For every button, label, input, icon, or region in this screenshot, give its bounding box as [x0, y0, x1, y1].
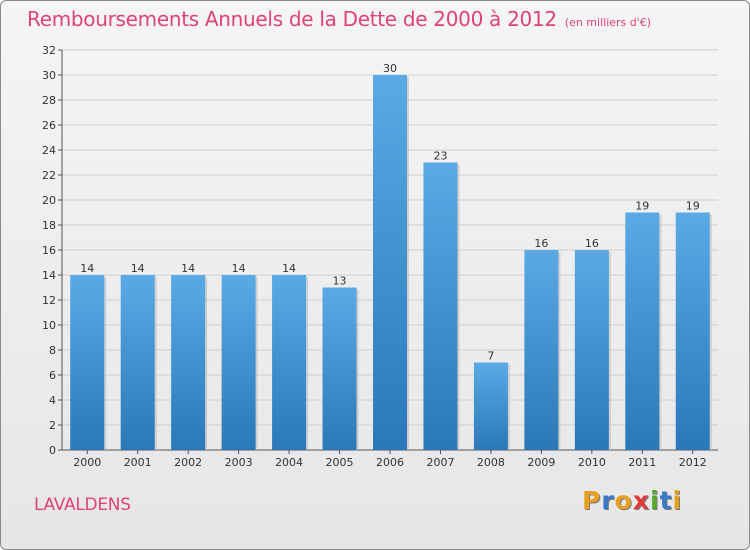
labels: 0246810121416182022242628303214200014200…: [42, 44, 707, 469]
logo-letter: t: [659, 486, 673, 515]
logo-letter: x: [632, 486, 650, 515]
y-tick-label: 26: [42, 119, 56, 132]
data-label-2009: 16: [534, 237, 548, 250]
x-tick-label-2001: 2001: [124, 456, 152, 469]
data-label-2003: 14: [232, 262, 246, 275]
y-tick-label: 10: [42, 319, 56, 332]
data-label-2004: 14: [282, 262, 296, 275]
bar-2011: [625, 212, 660, 450]
chart-title: Remboursements Annuels de la Dette de 20…: [27, 7, 651, 31]
bar-2008: [473, 362, 508, 450]
bar-2002: [171, 275, 206, 450]
bar-2005: [322, 287, 357, 450]
y-tick-label: 12: [42, 294, 56, 307]
x-tick-label-2003: 2003: [225, 456, 253, 469]
bar-2009: [524, 250, 559, 450]
chart-title-text: Remboursements Annuels de la Dette de 20…: [27, 7, 557, 31]
x-tick-label-2008: 2008: [477, 456, 505, 469]
y-tick-label: 8: [49, 344, 56, 357]
x-tick-label-2010: 2010: [578, 456, 606, 469]
data-label-2011: 19: [635, 200, 649, 213]
y-tick-label: 22: [42, 169, 56, 182]
x-tick-label-2000: 2000: [73, 456, 101, 469]
bar-2000: [70, 275, 105, 450]
proxiti-logo[interactable]: Proxiti: [582, 486, 682, 515]
x-tick-label-2009: 2009: [527, 456, 555, 469]
data-label-2000: 14: [80, 262, 94, 275]
x-tick-label-2007: 2007: [426, 456, 454, 469]
data-label-2005: 13: [333, 275, 347, 288]
y-tick-label: 32: [42, 44, 56, 57]
x-tick-label-2011: 2011: [628, 456, 656, 469]
data-label-2002: 14: [181, 262, 195, 275]
x-tick-label-2004: 2004: [275, 456, 303, 469]
data-label-2010: 16: [585, 237, 599, 250]
commune-name: LAVALDENS: [34, 495, 131, 515]
y-tick-label: 20: [42, 194, 56, 207]
logo-letter: r: [601, 486, 615, 515]
bar-2001: [120, 275, 155, 450]
data-label-2001: 14: [131, 262, 145, 275]
data-label-2012: 19: [686, 200, 700, 213]
y-tick-label: 6: [49, 369, 56, 382]
x-tick-label-2012: 2012: [679, 456, 707, 469]
y-tick-label: 16: [42, 244, 56, 257]
logo-letter: P: [582, 486, 602, 515]
bars: [70, 75, 712, 450]
bar-2004: [272, 275, 307, 450]
y-tick-label: 4: [49, 394, 56, 407]
y-tick-label: 24: [42, 144, 56, 157]
x-tick-label-2006: 2006: [376, 456, 404, 469]
logo-letter: o: [614, 486, 633, 515]
y-tick-label: 30: [42, 69, 56, 82]
logo-letter: i: [650, 486, 660, 515]
x-tick-label-2005: 2005: [326, 456, 354, 469]
y-tick-label: 28: [42, 94, 56, 107]
data-label-2006: 30: [383, 62, 397, 75]
y-tick-label: 2: [49, 419, 56, 432]
bar-2010: [574, 250, 609, 450]
y-tick-label: 14: [42, 269, 56, 282]
logo-letter: i: [672, 486, 683, 515]
data-label-2007: 23: [433, 150, 447, 163]
bar-2006: [373, 75, 407, 450]
x-tick-label-2002: 2002: [174, 456, 202, 469]
bar-2003: [221, 275, 256, 450]
bar-2007: [423, 162, 458, 450]
y-tick-label: 18: [42, 219, 56, 232]
chart-unit: (en milliers d'€): [564, 16, 652, 29]
y-tick-label: 0: [49, 444, 56, 457]
data-label-2008: 7: [487, 350, 494, 363]
bar-2012: [675, 212, 710, 450]
